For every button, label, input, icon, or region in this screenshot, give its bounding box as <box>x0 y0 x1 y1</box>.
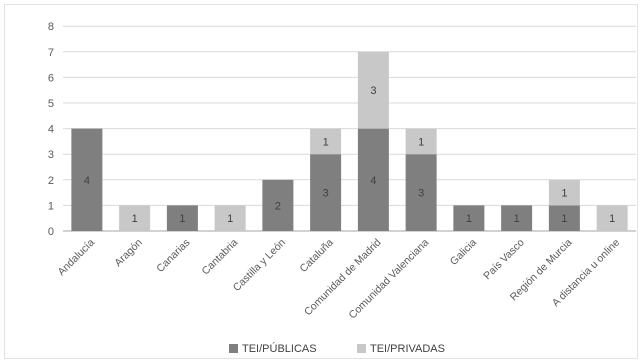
data-label: 1 <box>609 213 615 225</box>
data-label: 1 <box>514 213 520 225</box>
y-tick-label: 8 <box>48 21 54 33</box>
legend-swatch <box>357 344 366 353</box>
x-tick-label: País Vasco <box>481 237 527 283</box>
x-tick-label: Andalucía <box>55 237 97 279</box>
bar-segment <box>453 205 485 231</box>
data-label: 1 <box>323 136 329 148</box>
bar-segment <box>405 128 437 155</box>
y-tick-label: 3 <box>48 149 54 161</box>
data-label: 1 <box>561 213 567 225</box>
bar-segment <box>119 205 151 231</box>
data-label: 1 <box>132 213 138 225</box>
x-tick-label: Comunidad Valenciana <box>347 237 432 322</box>
bar-segment <box>357 128 389 231</box>
y-tick-label: 2 <box>48 175 54 187</box>
x-tick-label: Aragón <box>112 237 145 270</box>
data-label: 1 <box>227 213 233 225</box>
bar-segment <box>405 154 437 231</box>
legend-swatch <box>229 344 238 353</box>
data-label: 2 <box>275 200 281 212</box>
y-tick-label: 7 <box>48 47 54 59</box>
bar-segment <box>548 179 580 206</box>
bar-segment <box>501 205 533 231</box>
bar-segment <box>214 205 246 231</box>
x-tick-label: Galicia <box>448 237 479 268</box>
data-label: 1 <box>179 213 185 225</box>
y-tick-label: 4 <box>48 124 54 136</box>
x-tick-label: Canarias <box>154 237 192 275</box>
legend-label: TEI/PÚBLICAS <box>242 342 317 355</box>
bar-segment <box>548 205 580 231</box>
y-tick-label: 1 <box>48 200 54 212</box>
x-tick-label: Cataluña <box>298 237 336 275</box>
data-label: 4 <box>84 175 90 187</box>
legend-label: TEI/PRIVADAS <box>370 343 445 355</box>
x-tick-label: Cantabria <box>200 237 241 278</box>
data-label: 1 <box>466 213 472 225</box>
bar-segment <box>310 154 342 231</box>
data-label: 3 <box>370 85 376 97</box>
y-tick-label: 0 <box>48 226 54 238</box>
y-tick-label: 6 <box>48 72 54 84</box>
bar-segment <box>71 128 103 231</box>
y-tick-label: 5 <box>48 98 54 110</box>
data-label: 3 <box>418 188 424 200</box>
bar-segment <box>166 205 198 231</box>
data-label: 1 <box>561 188 567 200</box>
data-label: 3 <box>323 188 329 200</box>
bar-segment <box>596 205 628 231</box>
bar-segment <box>357 51 389 129</box>
bar-segment <box>310 128 342 155</box>
data-label: 1 <box>418 136 424 148</box>
data-label: 4 <box>370 175 376 187</box>
bar-segment <box>262 179 294 231</box>
